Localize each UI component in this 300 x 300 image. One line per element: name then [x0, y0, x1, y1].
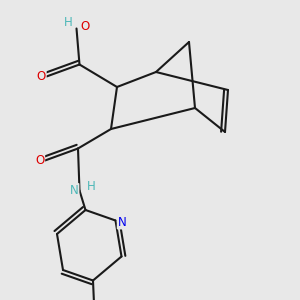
- Text: H: H: [86, 180, 95, 194]
- Text: O: O: [80, 20, 89, 33]
- Text: N: N: [70, 184, 79, 197]
- Text: O: O: [37, 70, 46, 83]
- Text: O: O: [35, 154, 44, 167]
- Text: H: H: [64, 16, 73, 29]
- Text: N: N: [118, 215, 127, 229]
